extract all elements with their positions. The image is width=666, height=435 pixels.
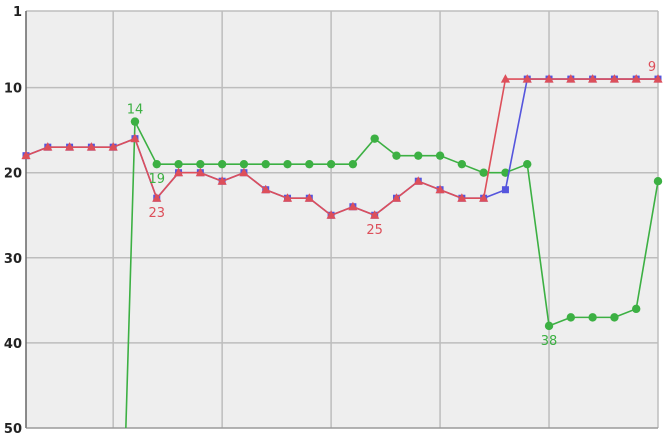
data-point [501,186,509,194]
series-line [125,121,659,429]
plot-background [26,11,658,428]
data-point [195,167,205,177]
data-point [304,193,314,202]
data-point [370,210,380,219]
data-point [479,193,489,202]
data-point [391,193,402,202]
data-point [566,313,576,322]
y-tick-label: 50 [4,422,22,435]
data-point [86,142,96,151]
data-point [435,151,445,160]
data-point [261,184,271,194]
data-point [414,151,423,160]
data-label: 23 [148,206,165,221]
data-point [631,74,641,83]
data-point [43,142,53,151]
data-point [108,142,118,151]
data-point [64,142,75,151]
data-point [370,134,379,143]
data-point [348,201,358,211]
data-point [196,159,205,169]
data-point [413,176,423,185]
data-point [283,159,292,169]
data-point [217,159,227,169]
data-point [610,313,619,322]
data-point [522,74,532,83]
data-point [326,210,336,219]
data-point [239,167,249,177]
data-label: 25 [366,223,383,238]
data-point [588,74,598,83]
data-point [130,117,140,126]
y-tick-label: 20 [4,167,22,182]
data-label: 19 [148,172,165,187]
data-point [457,159,467,169]
y-tick-label: 10 [4,82,22,97]
data-point [588,313,597,322]
data-point [457,193,467,202]
y-tick-label: 40 [4,337,22,352]
data-point [501,168,510,177]
data-point [523,159,532,169]
data-point [326,159,336,169]
data-point [609,74,620,83]
data-point [653,177,663,186]
data-point [544,74,554,83]
data-point [239,159,249,169]
data-point [479,168,488,177]
data-point [173,167,184,177]
data-point [348,159,358,169]
series-layer [21,74,663,429]
y-tick-label: 30 [4,252,22,267]
data-point [282,193,293,202]
data-point [566,74,576,83]
data-point [500,74,511,83]
data-label: 38 [541,334,558,349]
series-line [25,78,658,216]
data-point [435,184,445,194]
data-point [632,304,641,314]
data-point [544,321,554,331]
data-label: 14 [127,103,144,118]
data-point [261,159,270,169]
data-point [152,193,162,202]
y-tick-label: 1 [13,5,22,20]
data-point [217,176,227,185]
data-label: 9 [648,60,656,75]
data-point [130,133,140,143]
data-point [305,159,314,169]
data-point [392,151,401,160]
data-point [653,74,663,83]
data-point [174,159,183,169]
data-point [152,159,161,169]
data-point [21,150,31,160]
